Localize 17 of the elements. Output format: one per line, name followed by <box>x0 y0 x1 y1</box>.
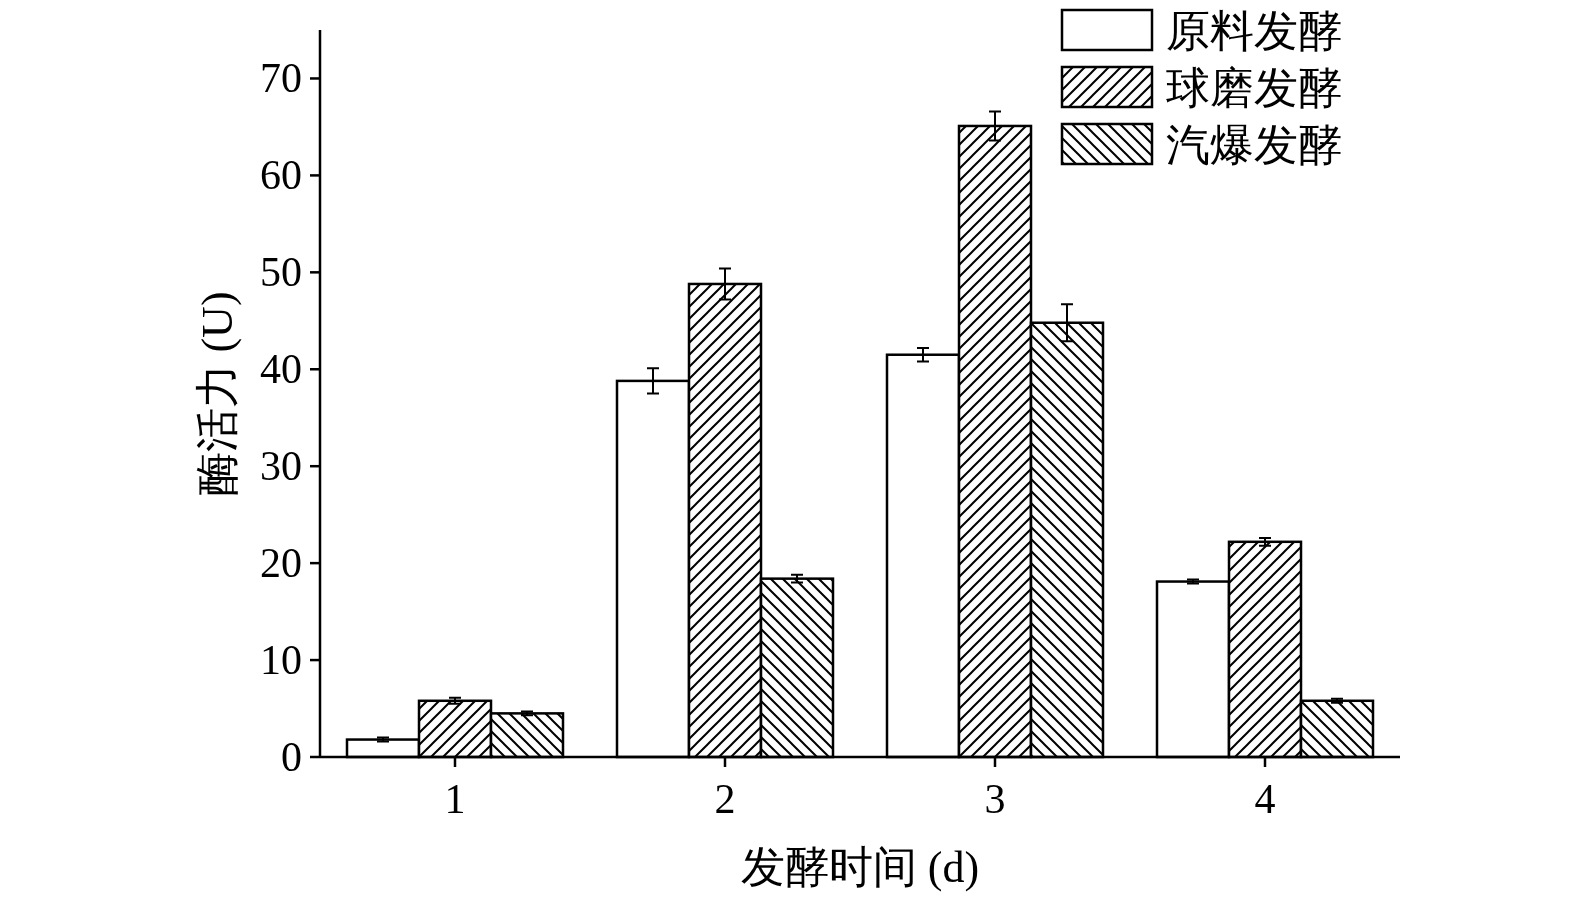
y-tick-label: 40 <box>260 346 302 393</box>
y-tick-label: 20 <box>260 540 302 587</box>
legend-label: 汽爆发酵 <box>1166 121 1342 170</box>
y-tick-label: 70 <box>260 55 302 102</box>
x-tick-label: 1 <box>444 776 466 822</box>
y-tick-label: 10 <box>260 637 302 684</box>
x-tick-label: 2 <box>714 776 736 822</box>
y-tick-label: 30 <box>260 443 302 490</box>
y-tick-label: 50 <box>260 249 302 296</box>
y-axis-title: 酶活力 (U) <box>193 291 242 496</box>
y-tick-label: 0 <box>281 734 302 780</box>
x-tick-label: 4 <box>1254 776 1276 822</box>
legend-label: 原料发酵 <box>1166 7 1342 56</box>
legend-label: 球磨发酵 <box>1166 64 1342 113</box>
y-tick-label: 60 <box>260 152 302 199</box>
x-tick-label: 3 <box>984 776 1006 822</box>
x-axis-title: 发酵时间 (d) <box>740 843 980 892</box>
